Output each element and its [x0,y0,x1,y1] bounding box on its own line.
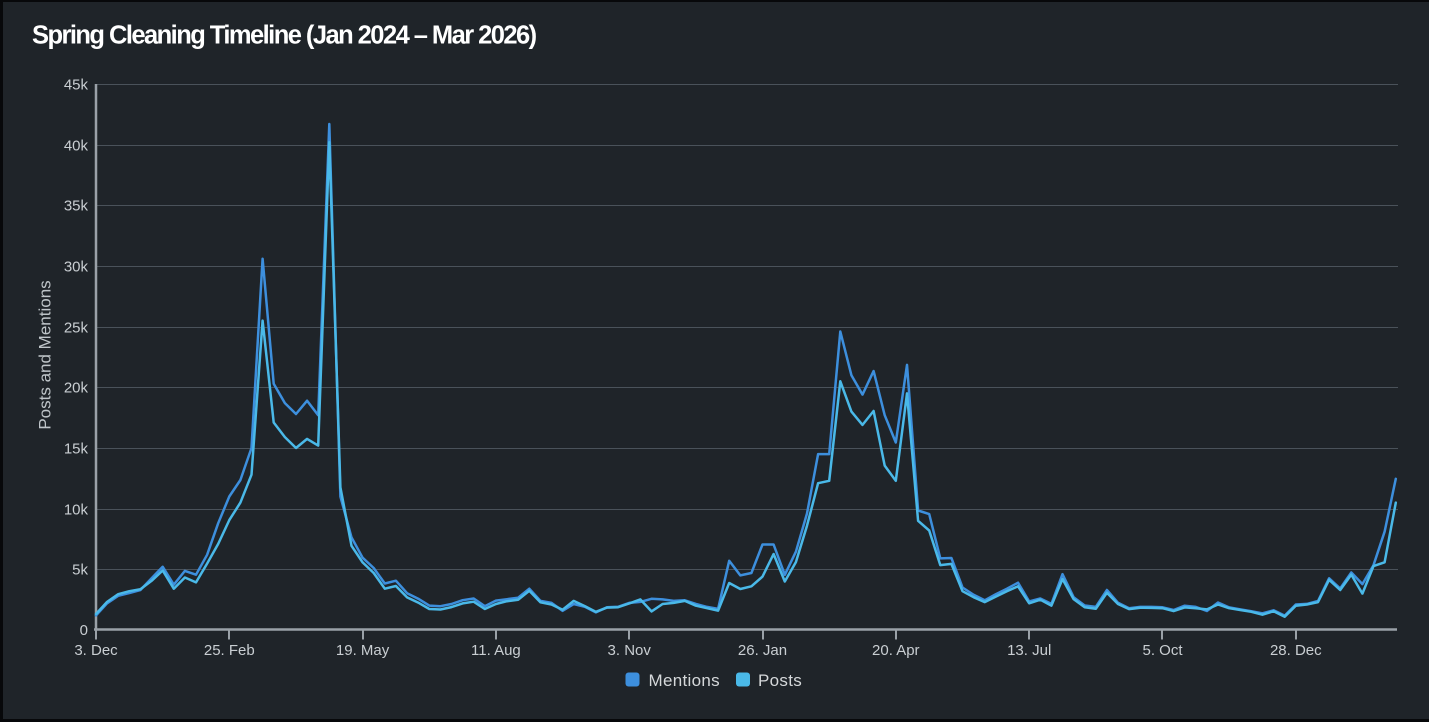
svg-text:15k: 15k [64,441,89,458]
svg-text:40k: 40k [64,138,89,155]
svg-text:45k: 45k [64,77,89,94]
svg-text:Spring Cleaning Timeline (Jan: Spring Cleaning Timeline (Jan 2024 – Mar… [32,22,537,50]
svg-text:Posts: Posts [758,671,802,690]
svg-text:20. Apr: 20. Apr [872,642,920,659]
svg-text:5. Oct: 5. Oct [1142,642,1183,659]
svg-text:3. Dec: 3. Dec [74,642,118,659]
svg-text:Posts and Mentions: Posts and Mentions [36,280,55,429]
svg-text:5k: 5k [72,562,88,579]
svg-text:28. Dec: 28. Dec [1270,642,1322,659]
svg-text:19. May: 19. May [336,642,390,659]
svg-text:30k: 30k [64,259,89,276]
svg-text:25. Feb: 25. Feb [204,642,255,659]
svg-text:11. Aug: 11. Aug [471,642,521,659]
svg-text:20k: 20k [64,380,89,397]
svg-text:3. Nov: 3. Nov [608,642,652,659]
svg-text:Mentions: Mentions [649,671,720,690]
svg-text:25k: 25k [64,320,89,337]
svg-text:13. Jul: 13. Jul [1007,642,1051,659]
svg-text:35k: 35k [64,198,89,215]
svg-text:10k: 10k [64,502,89,519]
svg-text:0: 0 [80,622,88,639]
svg-text:26. Jan: 26. Jan [738,642,787,659]
